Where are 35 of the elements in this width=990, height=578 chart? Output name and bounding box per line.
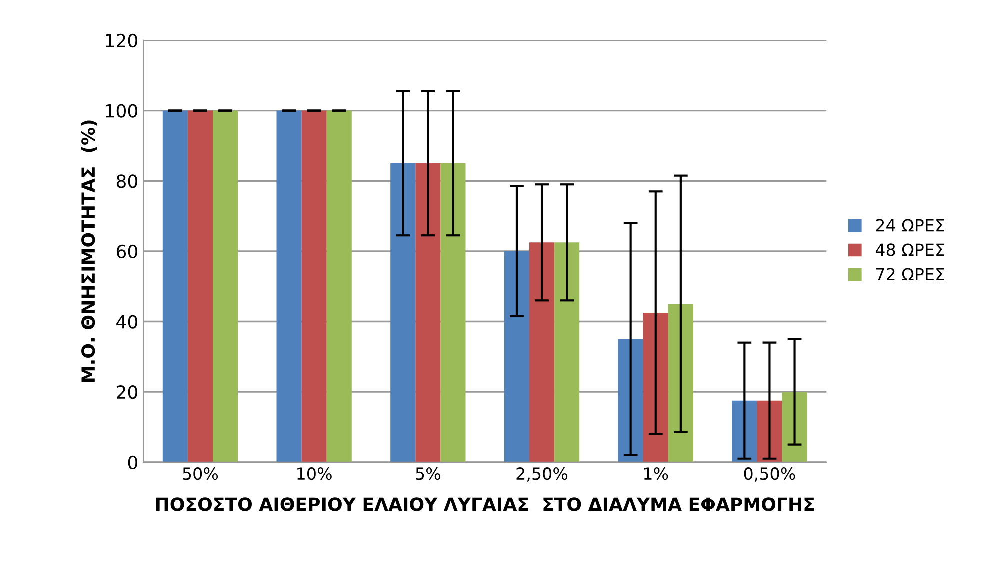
bar: [530, 242, 555, 462]
y-tick-label: 0: [128, 456, 138, 470]
y-tick-label: 60: [116, 244, 138, 259]
x-tick-label: 5%: [416, 468, 440, 480]
bar: [504, 251, 530, 462]
x-tick-label: 1%: [644, 468, 668, 480]
legend-label: 72 ΩΡΕΣ: [876, 268, 944, 280]
bar: [732, 400, 758, 462]
bar: [668, 304, 694, 462]
x-tick-label: 2,50%: [516, 468, 568, 482]
y-tick-label: 120: [106, 34, 138, 48]
bar: [326, 110, 352, 462]
legend-label: 48 ΩΡΕΣ: [876, 244, 944, 256]
y-tick-label: 40: [116, 315, 138, 329]
legend-label: 24 ΩΡΕΣ: [876, 219, 944, 232]
bar: [213, 110, 238, 462]
bar: [416, 164, 441, 462]
bar: [162, 110, 188, 462]
bar: [302, 110, 327, 462]
bar: [440, 164, 466, 462]
y-tick-label: 100: [106, 104, 138, 118]
bar: [390, 164, 416, 462]
bar: [643, 312, 668, 462]
x-axis-title: ΠΟΣΟΣΤΟ ΑΙΘΕΡΙΟΥ ΕΛΑΙΟΥ ΛΥΓΑΙΑΣ ΣΤΟ ΔΙΑΛΥΜΑ ΕΦΑΡΜΟΓΗΣ: [156, 498, 814, 512]
x-tick-label: 50%: [183, 468, 218, 480]
bar: [188, 110, 213, 462]
x-tick-label: 0,50%: [744, 468, 796, 482]
bar: [782, 392, 808, 462]
y-tick-label: 80: [116, 174, 138, 188]
x-tick-label: 10%: [298, 468, 332, 480]
y-tick-label: 20: [117, 386, 138, 400]
bar: [276, 110, 302, 462]
bar: [554, 242, 580, 462]
bar: [618, 339, 644, 462]
y-axis-title: Μ.Ο. ΘΝΗΣΙΜΟΤΗΤΑΣ (%): [81, 120, 98, 382]
